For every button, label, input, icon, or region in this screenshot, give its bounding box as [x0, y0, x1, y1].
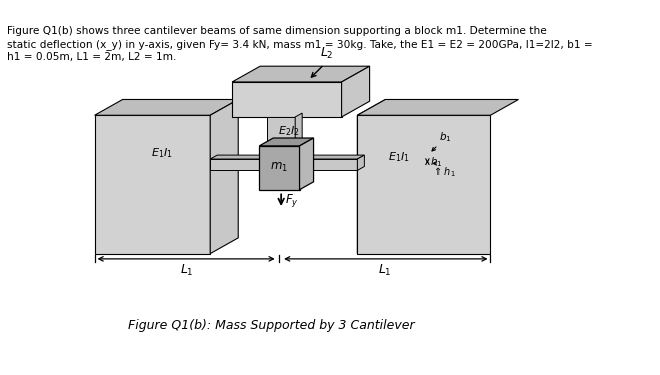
Polygon shape [300, 138, 313, 190]
Polygon shape [210, 155, 266, 159]
Polygon shape [267, 117, 295, 146]
Text: $h_1$: $h_1$ [430, 155, 443, 168]
Text: $E_1I_1$: $E_1I_1$ [387, 150, 409, 164]
Text: $L_1$: $L_1$ [378, 263, 391, 278]
Polygon shape [357, 99, 519, 115]
Text: $L_2$: $L_2$ [320, 46, 333, 61]
Polygon shape [232, 66, 370, 82]
Polygon shape [259, 146, 300, 190]
Polygon shape [357, 99, 385, 254]
Polygon shape [342, 66, 370, 117]
Text: $E_2I_2$: $E_2I_2$ [278, 124, 300, 138]
Text: $\mathsf{\Uparrow} h_1$: $\mathsf{\Uparrow} h_1$ [432, 165, 455, 179]
Text: static deflection (x_y) in y-axis, given Fy= 3.4 kN, mass m1 = 30kg. Take, the E: static deflection (x_y) in y-axis, given… [7, 39, 593, 50]
Polygon shape [94, 115, 210, 254]
Text: $L_1$: $L_1$ [180, 263, 193, 278]
Polygon shape [210, 99, 238, 254]
Polygon shape [300, 159, 357, 170]
Polygon shape [259, 138, 314, 146]
Polygon shape [232, 82, 342, 117]
Text: $b_1$: $b_1$ [439, 130, 451, 144]
Text: $E_1I_1$: $E_1I_1$ [151, 146, 173, 160]
Text: h1 = 0.05m, L1 = 2m, L2 = 1m.: h1 = 0.05m, L1 = 2m, L2 = 1m. [7, 52, 176, 62]
Polygon shape [357, 155, 364, 170]
Polygon shape [295, 113, 302, 146]
Text: Figure Q1(b): Mass Supported by 3 Cantilever: Figure Q1(b): Mass Supported by 3 Cantil… [128, 320, 415, 333]
Polygon shape [210, 159, 259, 170]
Polygon shape [94, 99, 238, 115]
Text: Figure Q1(b) shows three cantilever beams of same dimension supporting a block m: Figure Q1(b) shows three cantilever beam… [7, 26, 546, 36]
Polygon shape [357, 115, 490, 254]
Text: $F_y$: $F_y$ [284, 192, 298, 209]
Polygon shape [300, 155, 364, 159]
Text: m$_1$: m$_1$ [271, 161, 288, 174]
